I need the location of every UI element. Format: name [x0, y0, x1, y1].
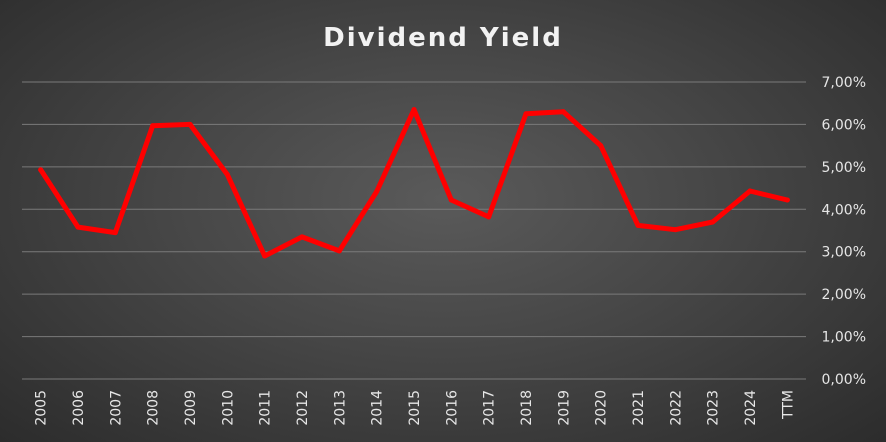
data-point: [411, 107, 417, 113]
x-tick-label: 2011: [258, 390, 274, 426]
data-point: [336, 248, 342, 254]
data-point: [374, 188, 380, 194]
data-point: [262, 253, 268, 259]
x-axis-ticks: 2005 2006 2007 2008 2009 2010 2011 2012 2013 2014…: [34, 390, 797, 426]
x-tick-label: 2023: [706, 390, 722, 426]
x-tick-label: 2016: [444, 390, 460, 426]
gridlines: [22, 81, 806, 380]
x-tick-label: 2014: [370, 390, 386, 426]
x-tick-label: 2019: [556, 390, 572, 426]
x-tick-label: 2022: [668, 390, 684, 426]
y-tick-label: 0,00%: [822, 372, 866, 388]
data-point: [598, 143, 604, 149]
data-point: [187, 121, 193, 127]
data-point: [150, 123, 156, 129]
x-tick-label: 2006: [71, 390, 87, 426]
x-tick-label: 2010: [220, 390, 236, 426]
data-point: [560, 109, 566, 115]
data-point: [448, 197, 454, 203]
x-tick-label: TTM: [780, 390, 796, 420]
x-tick-label: 2012: [295, 390, 311, 426]
x-tick-label: 2013: [332, 390, 348, 426]
data-point: [523, 111, 529, 117]
x-tick-label: 2020: [594, 390, 610, 426]
x-tick-label: 2008: [146, 390, 162, 426]
data-point: [38, 167, 44, 173]
y-tick-label: 5,00%: [822, 160, 866, 176]
data-point: [635, 222, 641, 228]
y-tick-label: 6,00%: [822, 117, 866, 133]
x-tick-label: 2024: [743, 390, 759, 426]
data-point: [672, 227, 678, 233]
y-tick-label: 1,00%: [822, 330, 866, 346]
data-point: [299, 234, 305, 240]
data-point: [747, 188, 753, 194]
data-point: [112, 230, 118, 236]
y-tick-label: 7,00%: [822, 75, 866, 91]
y-tick-label: 4,00%: [822, 202, 866, 218]
y-tick-label: 3,00%: [822, 245, 866, 261]
data-point: [784, 197, 790, 203]
data-point: [75, 224, 81, 230]
series-line-layer: [38, 107, 790, 259]
data-point: [486, 214, 492, 220]
x-tick-label: 2015: [407, 390, 423, 426]
x-tick-label: 2021: [631, 390, 647, 426]
data-point: [710, 219, 716, 225]
x-tick-label: 2017: [482, 390, 498, 426]
x-tick-label: 2007: [108, 390, 124, 426]
x-tick-label: 2005: [34, 390, 50, 426]
y-axis-ticks: 0,00% 1,00% 2,00% 3,00% 4,00% 5,00% 6,00% 7,00%: [822, 75, 866, 388]
data-point: [224, 171, 230, 177]
chart-title: Dividend Yield: [323, 23, 563, 53]
x-tick-label: 2018: [519, 390, 535, 426]
x-tick-label: 2009: [183, 390, 199, 426]
series-line: [38, 107, 790, 259]
y-tick-label: 2,00%: [822, 287, 866, 303]
